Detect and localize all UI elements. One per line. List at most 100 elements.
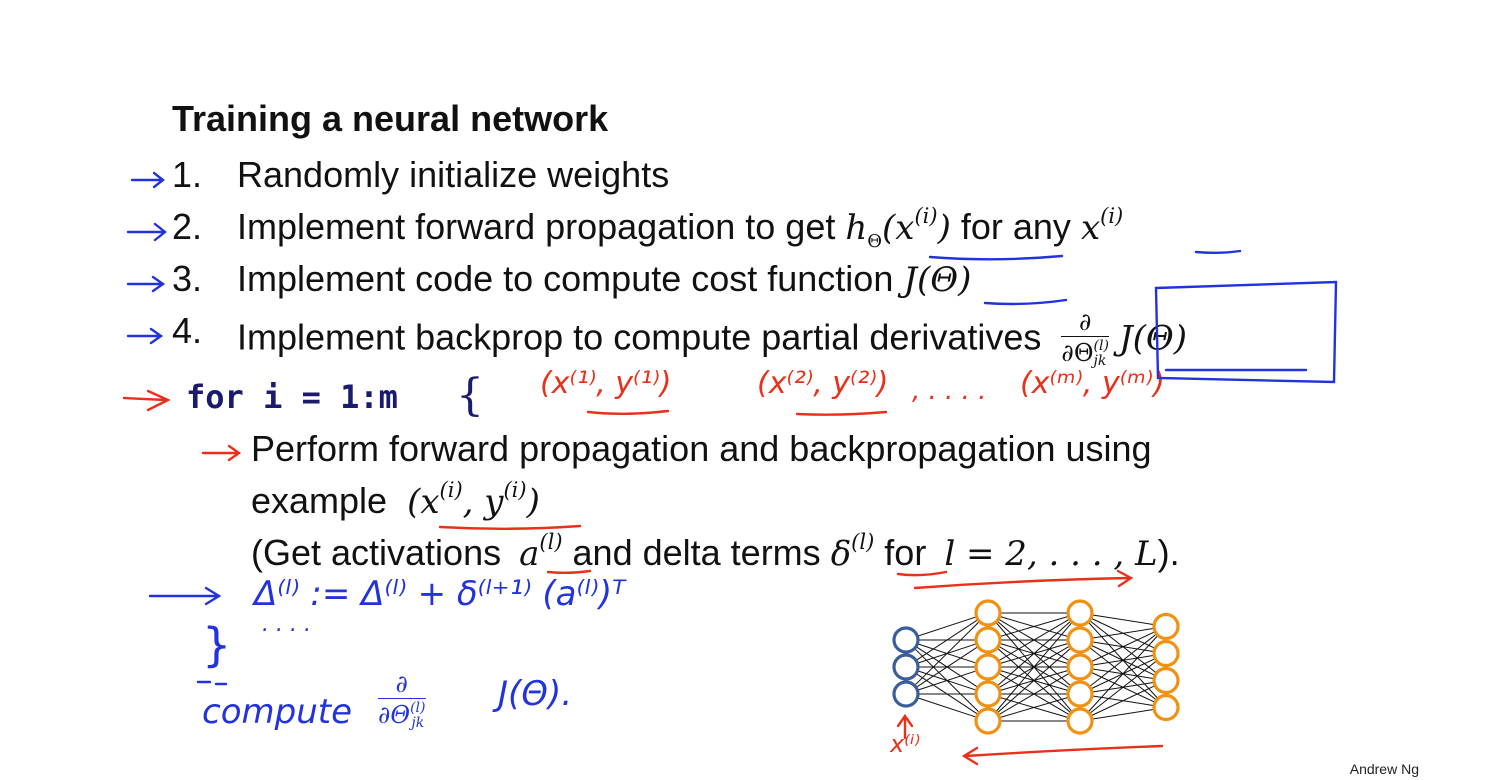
hw-pair-1: (x⁽¹⁾, y⁽¹⁾) xyxy=(540,366,672,401)
network-edge xyxy=(1090,631,1155,663)
step-4-text: Implement backprop to compute partial de… xyxy=(237,316,1042,358)
step-4-cost: J(Θ) xyxy=(1118,318,1187,359)
step-4-content: Implement backprop to compute partial de… xyxy=(237,310,1187,370)
hw-delta-update: Δ⁽ˡ⁾ := Δ⁽ˡ⁾ + δ⁽ˡ⁺¹⁾ (a⁽ˡ⁾)ᵀ xyxy=(254,574,626,614)
underline-pair-1 xyxy=(586,409,670,415)
step-3-content: Implement code to compute cost function … xyxy=(237,258,971,300)
hw-ellipsis: , . . . . xyxy=(912,376,987,406)
network-edge xyxy=(917,697,976,718)
layer-range: l = 2, . . . , L xyxy=(944,534,1158,574)
for-loop-arrow-icon xyxy=(122,389,171,412)
delta-term: δ(l) xyxy=(830,529,875,574)
network-edge xyxy=(995,622,1072,713)
network-edge xyxy=(1089,661,1157,714)
activation-term: a(l) xyxy=(519,529,563,574)
hidden-node xyxy=(974,653,1002,681)
hw-compute-tail: J(Θ). xyxy=(498,674,573,714)
for-loop-code: for i = 1:m xyxy=(186,378,398,416)
loop-line-3-open: (Get activations xyxy=(251,532,502,573)
network-edge xyxy=(996,621,1071,687)
compute-dots xyxy=(196,680,228,686)
network-edge xyxy=(998,673,1070,716)
step-2-hypothesis: hΘ(x(i)) xyxy=(845,203,951,252)
network-edge xyxy=(998,619,1070,662)
hw-pair-m: (x⁽ᵐ⁾, y⁽ᵐ⁾) xyxy=(1020,366,1165,401)
hidden-node xyxy=(974,680,1002,708)
step-1-number: 1. xyxy=(172,154,203,195)
network-edge xyxy=(915,619,978,661)
step-2-content: Implement forward propagation to get hΘ(… xyxy=(237,203,1124,252)
output-node xyxy=(1152,612,1180,641)
loop-line-arrow-icon xyxy=(201,444,242,462)
network-edge xyxy=(917,670,976,691)
hidden-node xyxy=(1066,680,1094,708)
underline-hypothesis xyxy=(928,254,1064,261)
step-4-derivative-fraction: ∂ ∂Θ (l) jk xyxy=(1061,308,1109,370)
derivative-box xyxy=(1154,280,1338,384)
step-1-arrow-icon xyxy=(130,171,165,189)
hidden-node xyxy=(974,707,1002,735)
hidden-node xyxy=(1066,707,1094,735)
step-2-text: Implement forward propagation to get xyxy=(237,206,836,247)
network-edge xyxy=(915,646,978,688)
hw-pair-2: (x⁽²⁾, y⁽²⁾) xyxy=(757,366,889,401)
loop-open-brace: { xyxy=(456,370,484,421)
loop-line-3-mid: and delta terms xyxy=(572,532,821,573)
network-edge xyxy=(917,616,976,637)
hw-compute-word: compute xyxy=(202,692,352,732)
underline-delta xyxy=(896,570,948,577)
step-3-arrow-icon xyxy=(126,275,166,293)
network-edge xyxy=(1091,614,1154,625)
underline-pair-2 xyxy=(795,410,888,416)
loop-line-2: example (x(i), y(i)) xyxy=(251,477,540,522)
network-edge xyxy=(999,697,1068,719)
input-node xyxy=(892,680,920,708)
forward-arrow-icon xyxy=(913,569,1134,590)
network-edge xyxy=(1090,685,1155,717)
network-edge xyxy=(1091,709,1154,720)
neural-network-diagram xyxy=(892,599,1180,735)
output-node xyxy=(1152,693,1180,722)
step-2-number: 2. xyxy=(172,206,203,247)
input-node xyxy=(892,626,920,654)
network-edge xyxy=(1089,634,1157,687)
output-node xyxy=(1152,666,1180,695)
loop-line-3-for: for xyxy=(884,532,927,573)
underline-activation xyxy=(546,569,592,574)
network-edge xyxy=(1087,635,1158,713)
underline-example xyxy=(438,524,582,530)
slide-title: Training a neural network xyxy=(172,98,609,139)
step-4-arrow-icon xyxy=(126,327,164,345)
network-edge xyxy=(914,621,980,686)
hidden-node xyxy=(974,599,1002,627)
loop-line-3-end: ). xyxy=(1157,532,1180,573)
hidden-node xyxy=(1066,653,1094,681)
underline-x xyxy=(1194,249,1242,254)
network-edge xyxy=(999,616,1068,638)
loop-line-1: Perform forward propagation and backprop… xyxy=(251,428,1152,469)
step-3-cost: J(Θ) xyxy=(903,260,972,300)
step-3-number: 3. xyxy=(172,258,203,299)
hw-compute-fraction: ∂ ∂Θ (l) jk xyxy=(378,670,426,732)
step-3-text: Implement code to compute cost function xyxy=(237,258,894,299)
step-2-x: x(i) xyxy=(1080,203,1124,248)
loop-line-2-example: (x(i), y(i)) xyxy=(407,477,540,522)
hidden-node xyxy=(1066,626,1094,654)
step-2-mid: for any xyxy=(960,206,1071,247)
input-pointer-icon xyxy=(896,713,914,740)
network-edge xyxy=(996,648,1071,714)
footer-author: Andrew Ng xyxy=(1349,761,1419,777)
output-node xyxy=(1152,639,1180,668)
network-edge xyxy=(1091,628,1154,639)
hidden-node xyxy=(1066,599,1094,627)
backward-arrow-icon xyxy=(961,744,1164,766)
loop-line-3: (Get activations a(l) and delta terms δ(… xyxy=(251,529,1180,574)
step-4-number: 4. xyxy=(172,310,203,351)
hidden-node xyxy=(974,626,1002,654)
hw-dots: . . . . xyxy=(262,612,311,637)
input-node xyxy=(892,653,920,681)
hw-close-brace: } xyxy=(202,618,232,672)
update-arrow-icon xyxy=(148,586,222,606)
